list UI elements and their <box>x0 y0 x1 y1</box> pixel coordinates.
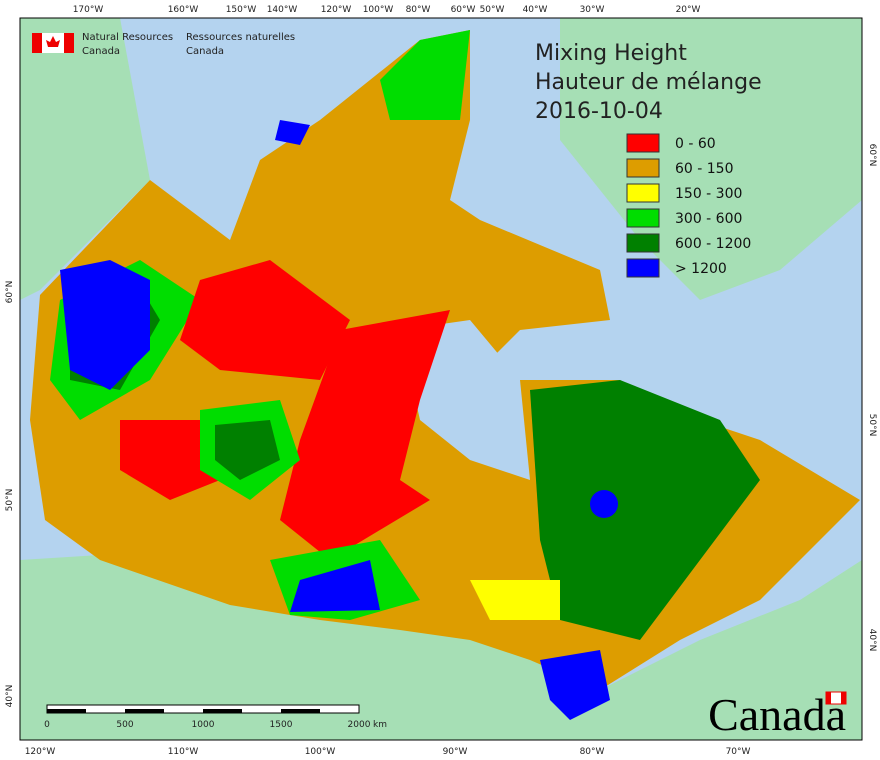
wordmark-flag-bar <box>826 692 831 704</box>
latitude-label: 60°N <box>867 144 877 167</box>
scale-bar: 0 500 1000 1500 2000 km <box>44 704 387 730</box>
legend: 0 - 60 60 - 150 150 - 300 300 - 600 600 - 12… <box>626 133 751 278</box>
legend-swatch <box>626 158 660 178</box>
agency-en: Natural Resources <box>82 32 173 43</box>
zone-red <box>280 310 450 560</box>
longitude-label: 120°W <box>321 5 352 15</box>
scale-bar-segment <box>281 709 320 713</box>
longitude-label: 120°W <box>25 747 56 757</box>
longitude-label: 100°W <box>305 747 336 757</box>
legend-swatch <box>626 208 660 228</box>
zone-blue <box>590 490 618 518</box>
map-frame <box>19 17 863 741</box>
longitude-label: 140°W <box>267 5 298 15</box>
scale-tick-label: 1500 <box>270 720 293 730</box>
map-title: Mixing Height <box>535 41 687 66</box>
graticule-labels: 170°W 160°W 150°W 140°W 120°W 100°W 80°W 60°W 50… <box>5 5 877 757</box>
legend-swatch <box>626 258 660 278</box>
longitude-label: 20°W <box>676 5 701 15</box>
zone-blue <box>60 260 150 390</box>
scale-tick-label: 1000 <box>192 720 215 730</box>
longitude-label: 100°W <box>363 5 394 15</box>
longitude-label: 80°W <box>406 5 431 15</box>
legend-swatch <box>626 233 660 253</box>
zone-blue <box>275 120 310 145</box>
latitude-label: 50°N <box>867 414 877 437</box>
longitude-label: 40°W <box>523 5 548 15</box>
longitude-label: 70°W <box>726 747 751 757</box>
legend-label: 300 - 600 <box>675 211 742 227</box>
legend-swatch <box>626 133 660 153</box>
latitude-label: 40°N <box>867 629 877 652</box>
zone-darkgreen <box>215 420 280 480</box>
scale-unit: km <box>373 720 387 730</box>
legend-swatch <box>626 183 660 203</box>
zone-blue <box>540 650 610 720</box>
longitude-label: 170°W <box>73 5 104 15</box>
longitude-label: 50°W <box>480 5 505 15</box>
agency-fr: Canada <box>186 46 224 57</box>
agency-en: Canada <box>82 46 120 57</box>
longitude-label: 110°W <box>168 747 199 757</box>
flag-bar <box>64 33 74 53</box>
map-title: Hauteur de mélange <box>535 70 762 95</box>
latitude-label: 40°N <box>5 685 15 708</box>
zone-green <box>380 30 470 120</box>
longitude-label: 30°W <box>580 5 605 15</box>
zone-yellow <box>470 580 560 620</box>
agency-fr: Ressources naturelles <box>186 32 295 43</box>
wordmark-flag-bar <box>841 692 846 704</box>
latitude-label: 60°N <box>5 281 15 304</box>
scale-bar-segment <box>47 709 86 713</box>
longitude-label: 150°W <box>226 5 257 15</box>
zone-blue <box>290 560 380 612</box>
logo-flag <box>32 33 74 53</box>
scale-tick-label: 2000 <box>348 720 371 730</box>
greenland <box>560 18 862 300</box>
canada-wordmark: Canada <box>708 689 846 740</box>
map-body <box>20 18 862 740</box>
zone-darkgreen <box>530 380 760 640</box>
maple-leaf <box>46 36 60 47</box>
title-block: Mixing Height Hauteur de mélange 2016-10-0… <box>535 41 762 124</box>
alaska <box>20 18 150 300</box>
legend-label: 0 - 60 <box>675 136 716 152</box>
longitude-label: 60°W <box>451 5 476 15</box>
legend-label: 150 - 300 <box>675 186 742 202</box>
legend-label: 600 - 1200 <box>675 236 751 252</box>
longitude-label: 160°W <box>168 5 199 15</box>
scale-bar-segment <box>125 709 164 713</box>
scale-tick-label: 500 <box>116 720 133 730</box>
flag-bar <box>32 33 42 53</box>
legend-label: > 1200 <box>675 261 727 277</box>
scale-tick-label: 0 <box>44 720 50 730</box>
zone-red <box>180 260 350 380</box>
zone-red <box>120 420 220 500</box>
longitude-label: 80°W <box>580 747 605 757</box>
latitude-label: 50°N <box>5 489 15 512</box>
scale-bar-segment <box>203 709 242 713</box>
map-title: 2016-10-04 <box>535 99 663 124</box>
legend-label: 60 - 150 <box>675 161 734 177</box>
longitude-label: 90°W <box>443 747 468 757</box>
